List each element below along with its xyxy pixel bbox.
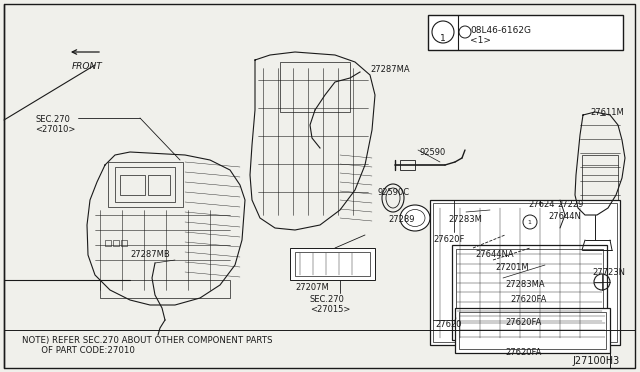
Bar (452, 245, 607, 340)
Text: 27644NA: 27644NA (475, 250, 514, 259)
Text: 08L46-6162G: 08L46-6162G (470, 26, 531, 35)
Text: 27620FA: 27620FA (505, 318, 541, 327)
Text: 27723N: 27723N (592, 268, 625, 277)
Text: J27100H3: J27100H3 (573, 356, 620, 366)
Bar (113, 240, 119, 246)
Bar (100, 280, 230, 298)
Text: FRONT: FRONT (72, 62, 103, 71)
Text: 27201M: 27201M (495, 263, 529, 272)
Bar (290, 248, 375, 280)
Text: 27283MA: 27283MA (505, 280, 545, 289)
Text: 92590: 92590 (420, 148, 446, 157)
Bar (455, 308, 610, 353)
Bar (430, 200, 620, 345)
Bar (582, 155, 618, 200)
Bar (105, 240, 111, 246)
Text: 27287MA: 27287MA (370, 65, 410, 74)
Bar (428, 15, 623, 50)
Text: 27611M: 27611M (590, 108, 624, 117)
Text: 27624: 27624 (528, 200, 554, 209)
Bar (108, 162, 183, 207)
Text: 27620FA: 27620FA (505, 348, 541, 357)
Bar (280, 62, 350, 112)
Bar (400, 160, 415, 170)
Ellipse shape (400, 205, 430, 231)
Text: 27620FA: 27620FA (510, 295, 547, 304)
Text: 27289: 27289 (388, 215, 415, 224)
Text: <27015>: <27015> (310, 305, 350, 314)
Text: <1>: <1> (470, 36, 491, 45)
Text: 1: 1 (527, 219, 531, 224)
Text: 27207M: 27207M (295, 283, 329, 292)
Bar (433, 203, 617, 342)
Text: 92590C: 92590C (378, 188, 410, 197)
Bar (148, 175, 170, 195)
Text: 27287MB: 27287MB (130, 250, 170, 259)
Bar (120, 175, 145, 195)
Bar (121, 240, 127, 246)
Text: 27283M: 27283M (448, 215, 482, 224)
Text: SEC.270: SEC.270 (35, 115, 70, 124)
Text: 27229: 27229 (557, 200, 584, 209)
Text: 27620: 27620 (435, 320, 461, 329)
Text: 1: 1 (440, 33, 446, 42)
Bar (295, 252, 370, 276)
Text: 27620F: 27620F (433, 235, 465, 244)
Text: 27644N: 27644N (548, 212, 581, 221)
Bar (456, 249, 603, 336)
Text: <27010>: <27010> (35, 125, 76, 134)
Bar (459, 312, 606, 349)
Text: NOTE) REFER SEC.270 ABOUT OTHER COMPONENT PARTS
       OF PART CODE:27010: NOTE) REFER SEC.270 ABOUT OTHER COMPONEN… (22, 336, 273, 355)
Bar (115, 167, 175, 202)
Text: SEC.270: SEC.270 (310, 295, 345, 304)
